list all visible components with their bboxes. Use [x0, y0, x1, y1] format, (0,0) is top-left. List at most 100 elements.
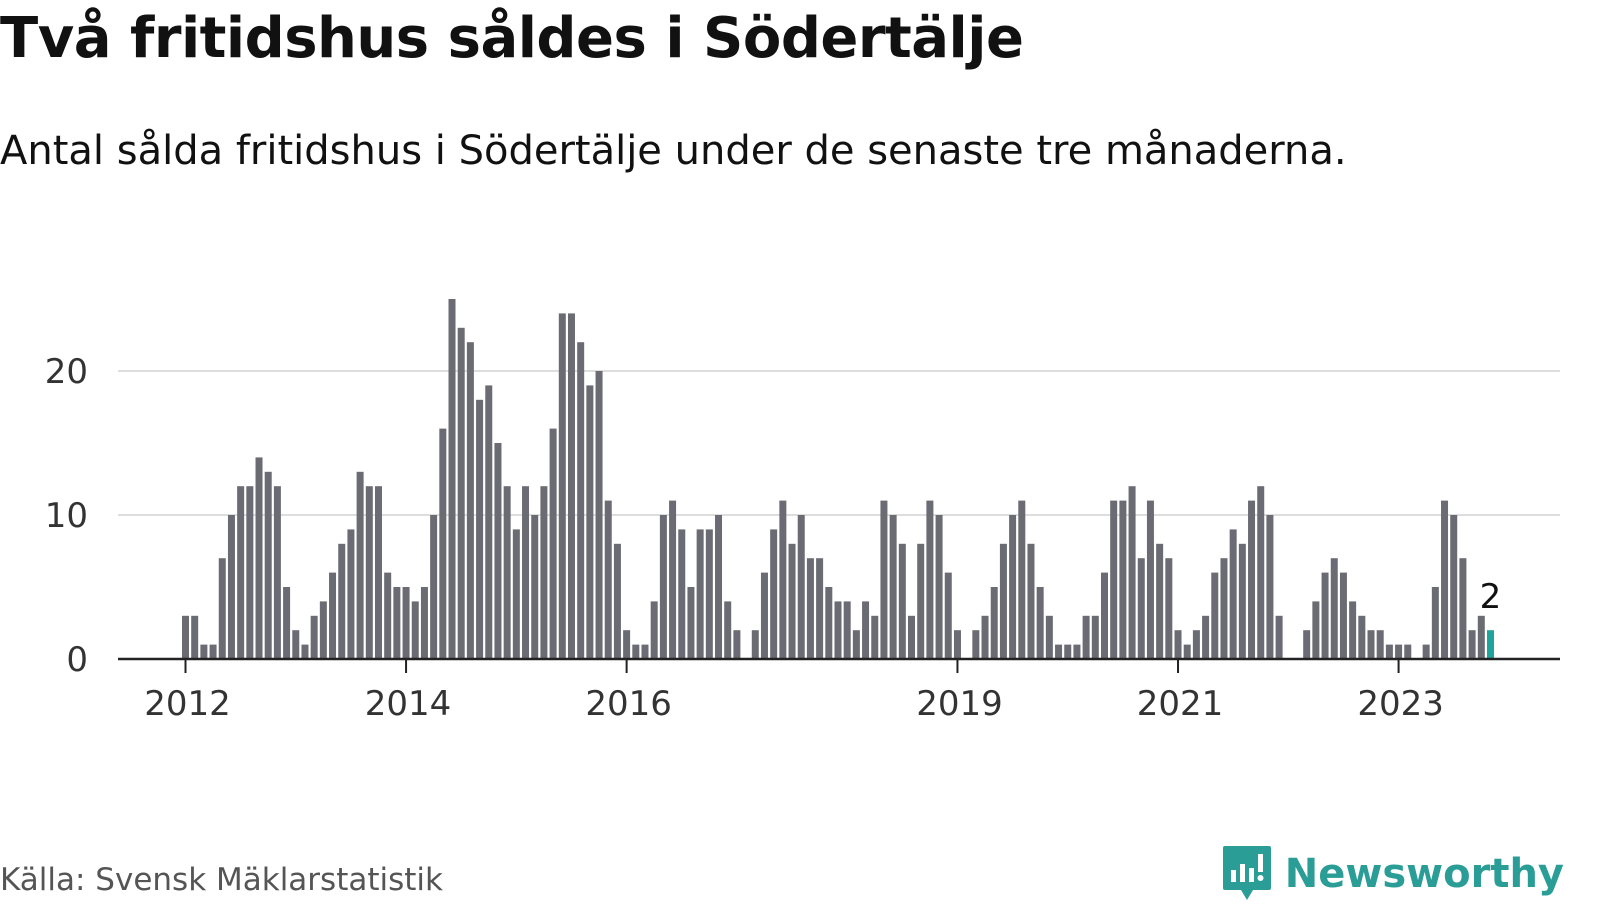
x-tick-label: 2016: [585, 684, 672, 724]
bar: [485, 385, 493, 659]
bar: [577, 342, 585, 659]
bar: [696, 529, 704, 659]
bar: [797, 515, 805, 659]
bar: [1303, 630, 1311, 659]
bar: [522, 486, 530, 659]
bar: [705, 529, 713, 659]
bar: [669, 500, 677, 659]
bar: [1082, 615, 1090, 659]
bar: [1266, 515, 1274, 659]
bar: [632, 644, 640, 659]
bar: [898, 543, 906, 659]
newsworthy-logo-icon: [1222, 846, 1271, 900]
chart-title: Två fritidshus såldes i Södertälje: [0, 6, 1024, 71]
bar: [1146, 500, 1154, 659]
bar: [990, 587, 998, 659]
bar: [466, 342, 474, 659]
bar: [816, 558, 824, 659]
bar: [1441, 500, 1449, 659]
y-tick-label: 10: [45, 496, 88, 536]
bar: [347, 529, 355, 659]
bar: [715, 515, 723, 659]
bar: [365, 486, 373, 659]
bar: [1091, 615, 1099, 659]
bar: [834, 601, 842, 659]
bar: [1073, 644, 1081, 659]
bar: [843, 601, 851, 659]
bar: [1101, 572, 1108, 659]
bar: [1468, 630, 1476, 659]
bar: [384, 572, 392, 659]
bar: [567, 313, 575, 659]
bar: [1018, 500, 1026, 659]
bar: [999, 543, 1007, 659]
bar: [1192, 630, 1200, 659]
bar: [200, 644, 208, 659]
bar: [393, 587, 401, 659]
x-tick-label: 2012: [144, 684, 231, 724]
bar: [1404, 644, 1412, 659]
bar: [586, 385, 594, 659]
bar-highlight: [1486, 630, 1494, 659]
bar: [1450, 515, 1458, 659]
bar: [1229, 529, 1237, 659]
bar: [411, 601, 419, 659]
bar: [981, 615, 989, 659]
bar: [329, 572, 337, 659]
bar: [1202, 615, 1210, 659]
bar: [889, 515, 897, 659]
bar: [512, 529, 520, 659]
bar: [1477, 615, 1485, 659]
bar: [1174, 630, 1182, 659]
bar: [1064, 644, 1072, 659]
x-tick-label: 2019: [916, 684, 1003, 724]
bar: [430, 515, 438, 659]
bar: [825, 587, 833, 659]
bar: [273, 486, 281, 659]
bar: [623, 630, 631, 659]
bar: [917, 543, 925, 659]
bar: [356, 471, 364, 659]
x-tick-label: 2021: [1137, 684, 1224, 724]
bar: [264, 471, 272, 659]
bar: [659, 515, 667, 659]
bar: [1367, 630, 1375, 659]
bar: [549, 428, 557, 659]
bar: [1045, 615, 1053, 659]
bar: [908, 615, 916, 659]
bar: [1339, 572, 1347, 659]
brand: Newsworthy: [1221, 844, 1564, 904]
bar: [191, 615, 199, 659]
bar: [779, 500, 787, 659]
x-tick-label: 2014: [365, 684, 452, 724]
bar: [862, 601, 870, 659]
bar: [1027, 543, 1035, 659]
bar: [310, 615, 318, 659]
y-tick-label: 0: [66, 640, 88, 680]
bar: [1349, 601, 1357, 659]
bar: [788, 543, 796, 659]
bar: [558, 313, 566, 659]
bar: [319, 601, 327, 659]
bar: [227, 515, 235, 659]
bar: [1376, 630, 1384, 659]
bar: [1330, 558, 1338, 659]
bar: [1459, 558, 1467, 659]
bar: [448, 299, 456, 659]
bar: [972, 630, 980, 659]
bar: [1137, 558, 1145, 659]
bar: [880, 500, 888, 659]
bar: [1009, 515, 1017, 659]
bar: [1395, 644, 1403, 659]
bar: [209, 644, 217, 659]
source-note: Källa: Svensk Mäklarstatistik: [0, 862, 443, 898]
bar: [604, 500, 612, 659]
bar: [724, 601, 732, 659]
bar: [1156, 543, 1164, 659]
bar: [237, 486, 245, 659]
bar: [1358, 615, 1366, 659]
bar: [246, 486, 254, 659]
bar: [613, 543, 621, 659]
bar: [1211, 572, 1219, 659]
